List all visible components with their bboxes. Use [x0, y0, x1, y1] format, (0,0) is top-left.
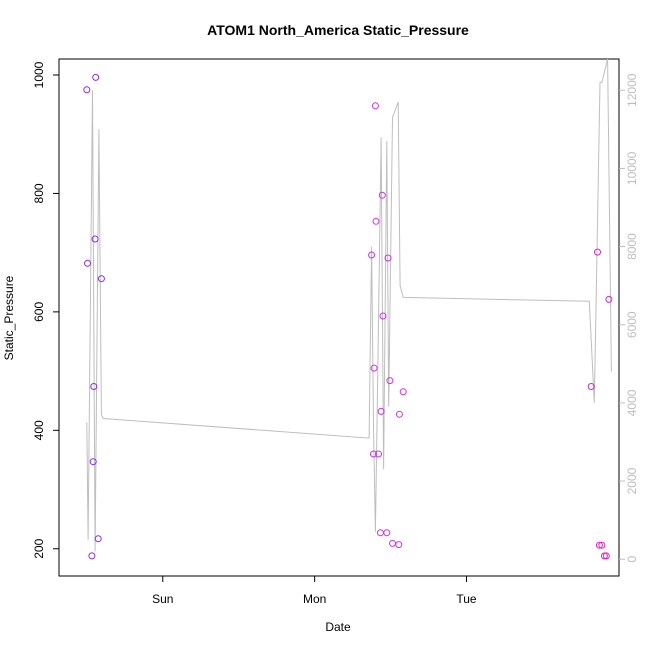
data-point-18	[379, 312, 387, 320]
y-tick-label-4: 1000	[32, 61, 46, 88]
y-axis-left: 200 400 600 800 1000	[32, 61, 59, 559]
data-point-8	[97, 275, 105, 283]
data-point-20	[384, 254, 392, 262]
data-point-25	[399, 388, 407, 396]
point-series	[83, 73, 613, 560]
data-point-3	[89, 458, 97, 466]
data-point-22	[389, 539, 396, 547]
data-point-28	[595, 541, 603, 549]
y2-tick-label-3: 6000	[625, 311, 639, 338]
x-tick-label-1: Mon	[303, 592, 326, 606]
data-point-13	[372, 217, 380, 225]
line-series	[86, 58, 612, 552]
data-point-9	[368, 251, 376, 259]
data-point-4	[90, 383, 98, 390]
chart-title: ATOM1 North_America Static_Pressure	[207, 22, 469, 38]
y-tick-label-3: 800	[32, 183, 46, 203]
x-axis-label: Date	[325, 620, 351, 634]
data-point-6	[92, 73, 100, 81]
data-point-29	[598, 541, 606, 549]
data-point-14	[375, 450, 382, 458]
data-point-30	[600, 552, 608, 560]
y-tick-label-0: 200	[32, 538, 46, 558]
data-point-11	[370, 364, 378, 372]
data-point-24	[395, 410, 403, 418]
y-axis-label: Static_Pressure	[2, 275, 16, 360]
data-point-10	[370, 450, 377, 458]
y2-tick-label-6: 12000	[625, 73, 639, 107]
x-axis: Sun Mon Tue	[152, 576, 477, 606]
data-point-19	[383, 529, 391, 537]
x-tick-label-0: Sun	[152, 592, 173, 606]
data-point-21	[386, 377, 394, 385]
x-tick-label-2: Tue	[456, 592, 477, 606]
y2-tick-label-1: 2000	[625, 467, 639, 494]
y2-tick-label-2: 4000	[625, 389, 639, 416]
data-point-12	[371, 102, 379, 110]
y2-tick-label-5: 10000	[625, 151, 639, 185]
data-point-32	[605, 295, 613, 303]
data-point-0	[83, 86, 91, 94]
data-point-31	[602, 552, 610, 560]
y-tick-label-2: 600	[32, 302, 46, 322]
data-point-7	[94, 535, 102, 543]
y-axis-right: 0 2000 4000 6000 8000 10000 12000	[619, 73, 639, 563]
data-point-16	[377, 407, 385, 415]
data-point-2	[88, 552, 96, 560]
data-point-17	[378, 191, 386, 199]
y2-tick-label-0: 0	[625, 556, 639, 563]
data-point-1	[84, 259, 91, 267]
data-point-26	[587, 383, 595, 390]
y-tick-label-1: 400	[32, 420, 46, 440]
data-point-23	[395, 541, 403, 549]
data-point-5	[91, 235, 99, 243]
y2-tick-label-4: 8000	[625, 233, 639, 260]
plot-frame	[58, 58, 620, 577]
data-point-27	[594, 248, 601, 256]
series-line	[86, 58, 612, 552]
